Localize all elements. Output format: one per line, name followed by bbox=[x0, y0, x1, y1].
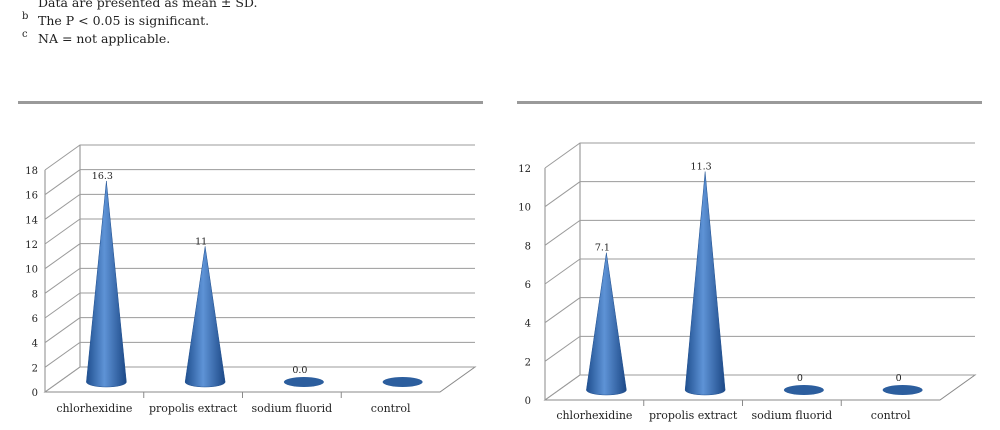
y-tick-label: 2 bbox=[32, 363, 38, 374]
footnote: c NA = not applicable. bbox=[22, 29, 257, 48]
chart-top-rule-right bbox=[517, 101, 982, 104]
x-category-label: sodium fluorid bbox=[252, 402, 333, 415]
y-tick-label: 12 bbox=[25, 240, 38, 251]
gridline bbox=[44, 267, 475, 294]
footnote: b The P < 0.05 is significant. bbox=[22, 11, 257, 30]
bar-cone bbox=[684, 171, 726, 396]
gridline bbox=[44, 144, 475, 171]
y-tick-label: 10 bbox=[25, 265, 38, 276]
x-category-label: propolis extract bbox=[149, 402, 238, 415]
bar-cone-base bbox=[382, 377, 423, 387]
bar-cone bbox=[184, 246, 226, 388]
gridline bbox=[44, 218, 475, 245]
y-tick-label: 16 bbox=[25, 191, 38, 202]
gridline bbox=[44, 193, 475, 220]
gridline bbox=[44, 243, 475, 270]
footnote-text: Data are presented as mean ± SD. bbox=[38, 0, 258, 10]
y-tick-label: 2 bbox=[525, 357, 531, 368]
x-category-label: sodium fluorid bbox=[752, 409, 833, 422]
gridline bbox=[544, 219, 975, 246]
bar-cone-base bbox=[283, 377, 324, 387]
data-label: 0.0 bbox=[292, 365, 307, 376]
x-category-label: propolis extract bbox=[649, 409, 738, 422]
gridline bbox=[544, 335, 975, 362]
chart-top-rule-left bbox=[18, 101, 483, 104]
y-tick-label: 6 bbox=[32, 314, 38, 325]
x-category-label: chlorhexidine bbox=[556, 409, 632, 422]
footnotes: Data are presented as mean ± SD. b The P… bbox=[22, 0, 257, 48]
gridline bbox=[544, 374, 975, 401]
x-category-label: control bbox=[371, 402, 411, 415]
gridline bbox=[544, 181, 975, 208]
data-label: 16.3 bbox=[92, 171, 113, 182]
y-tick-label: 6 bbox=[525, 280, 531, 291]
y-tick-label: 4 bbox=[525, 319, 531, 330]
gridline bbox=[44, 366, 475, 393]
data-label: 11 bbox=[195, 236, 207, 247]
bar-cone bbox=[86, 180, 127, 388]
gridline bbox=[544, 297, 975, 324]
y-tick-label: 12 bbox=[518, 164, 531, 175]
gridline bbox=[544, 142, 975, 169]
data-label: 11.3 bbox=[691, 162, 712, 173]
y-tick-label: 14 bbox=[25, 215, 38, 226]
y-tick-label: 8 bbox=[525, 241, 531, 252]
y-tick-label: 0 bbox=[32, 388, 38, 399]
footnote-mark: b bbox=[22, 11, 29, 22]
data-label: 0 bbox=[797, 373, 803, 384]
x-category-label: chlorhexidine bbox=[56, 402, 132, 415]
gridline bbox=[44, 341, 475, 368]
footnote-text: NA = not applicable. bbox=[38, 31, 171, 46]
y-tick-label: 18 bbox=[25, 166, 38, 177]
bar-cone-base bbox=[783, 385, 824, 395]
bar-cone-base bbox=[882, 385, 923, 395]
y-tick-label: 4 bbox=[32, 339, 38, 350]
footnote-mark: c bbox=[22, 29, 28, 40]
y-tick-label: 10 bbox=[518, 203, 531, 214]
x-category-label: control bbox=[871, 409, 911, 422]
gridline bbox=[44, 317, 475, 344]
data-label: 7.1 bbox=[595, 243, 610, 254]
data-label: 0 bbox=[896, 373, 902, 384]
footnote: Data are presented as mean ± SD. bbox=[22, 0, 257, 12]
footnote-text: The P < 0.05 is significant. bbox=[38, 13, 210, 28]
gridline bbox=[44, 292, 475, 319]
bar-cone bbox=[586, 252, 627, 396]
gridline bbox=[544, 258, 975, 285]
y-tick-label: 0 bbox=[525, 396, 531, 407]
y-tick-label: 8 bbox=[32, 289, 38, 300]
gridline bbox=[44, 169, 475, 196]
